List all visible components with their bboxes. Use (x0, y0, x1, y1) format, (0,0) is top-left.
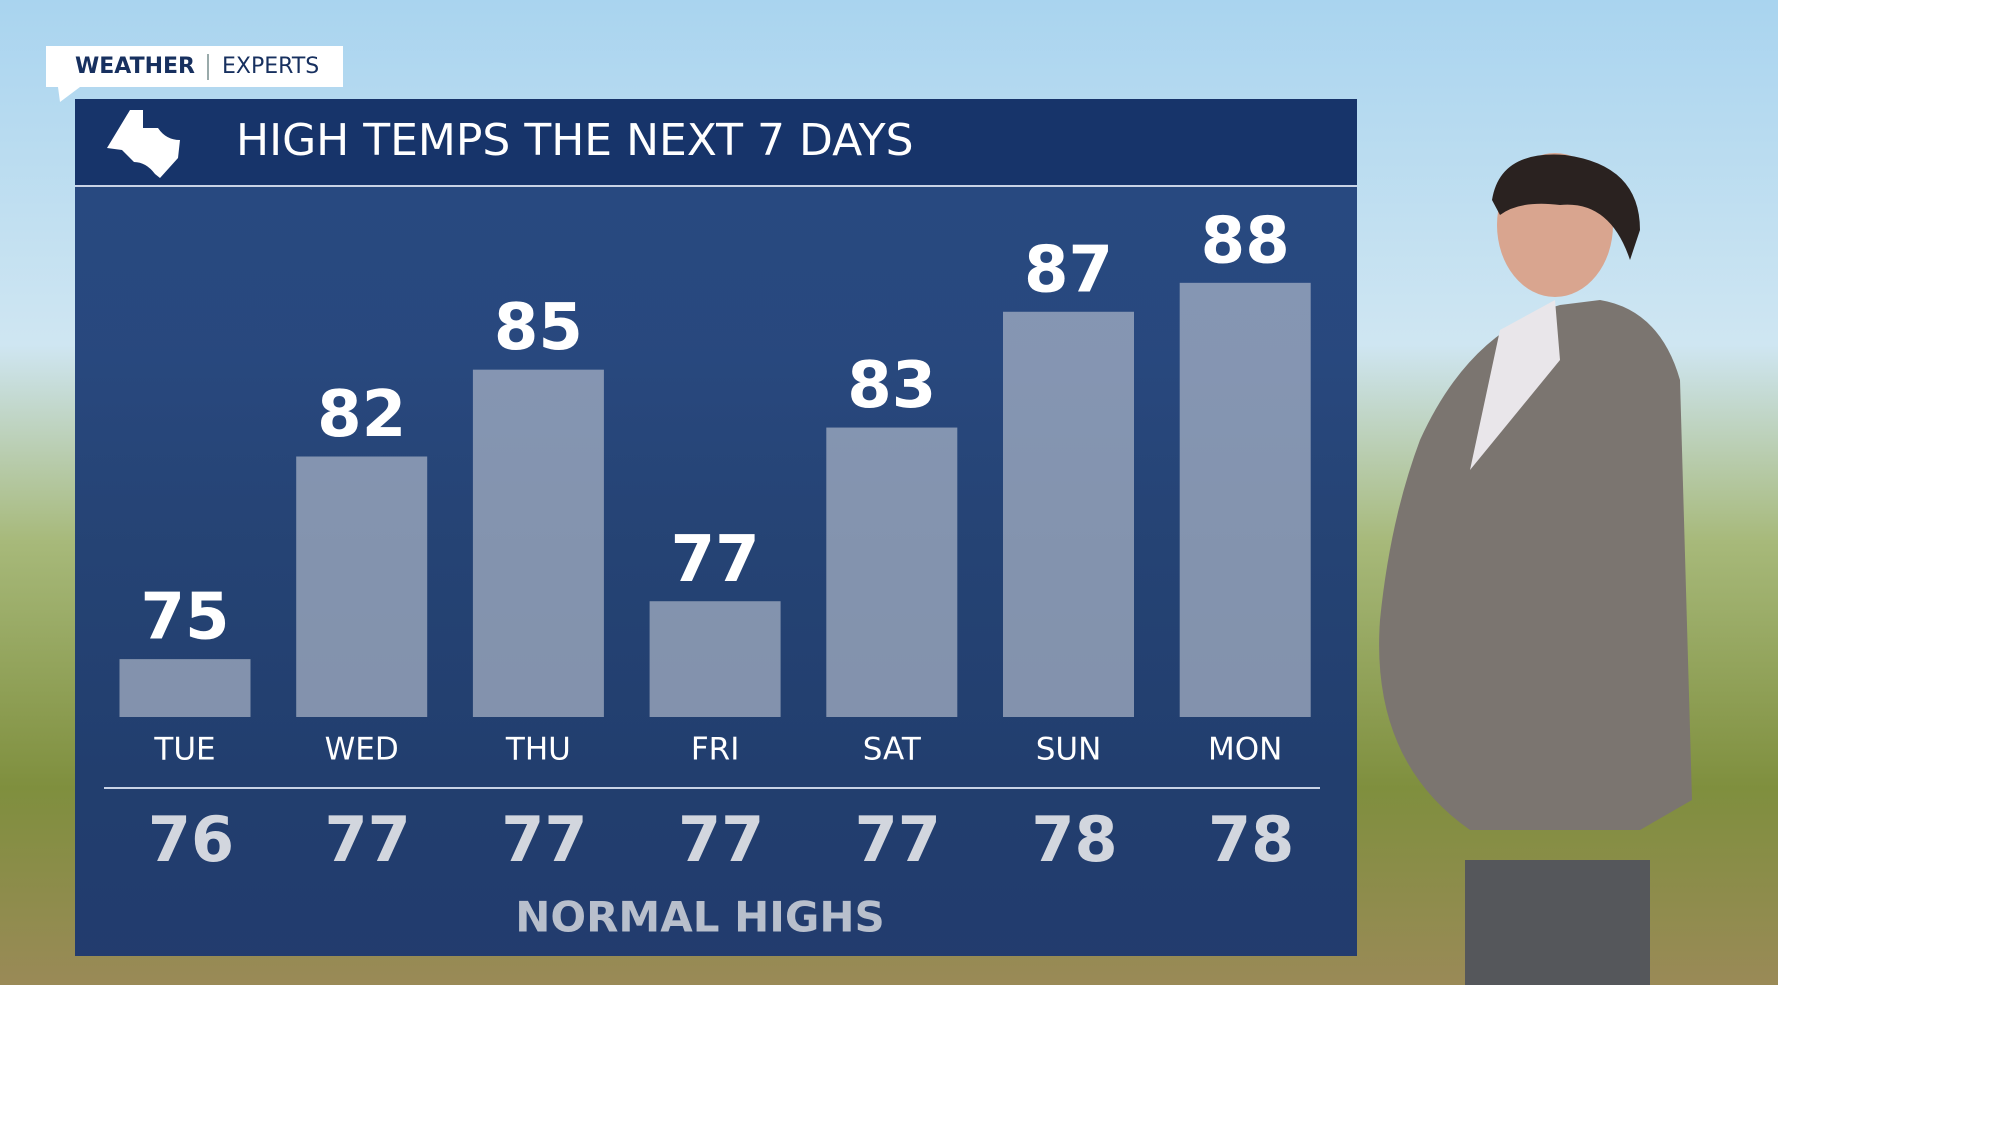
value-label: 88 (1201, 204, 1290, 278)
chart-panel (75, 99, 1357, 956)
texas-icon (107, 110, 180, 178)
x-tick-label: TUE (153, 732, 215, 768)
x-tick-label: SUN (1036, 732, 1102, 768)
brand-logo: WEATHER EXPERTS (46, 46, 343, 102)
brand-name: WEATHER (75, 54, 195, 79)
normal-high: 78 (1031, 803, 1117, 876)
normal-high: 77 (501, 803, 587, 876)
x-tick-label: WED (325, 732, 399, 768)
normal-high: 77 (325, 803, 411, 876)
brand-tagline: EXPERTS (222, 54, 319, 79)
normal-high: 77 (678, 803, 764, 876)
bar (1003, 311, 1134, 717)
bar (1179, 282, 1311, 717)
value-label: 87 (1024, 233, 1113, 307)
bar (649, 601, 781, 717)
value-label: 83 (847, 349, 936, 423)
normal-high: 77 (855, 803, 941, 876)
value-label: 82 (317, 378, 406, 452)
bar (472, 369, 604, 717)
value-label: 85 (494, 291, 583, 365)
x-tick-label: FRI (691, 732, 740, 768)
value-label: 77 (671, 523, 760, 597)
x-tick-label: MON (1208, 732, 1282, 768)
x-tick-label: THU (505, 732, 571, 768)
normal-high: 78 (1208, 803, 1294, 876)
presenter (1379, 153, 1692, 985)
normal-high: 76 (148, 803, 234, 876)
chart-header (75, 99, 1357, 186)
bar (119, 659, 251, 717)
value-label: 75 (140, 581, 229, 655)
chart-title: HIGH TEMPS THE NEXT 7 DAYS (236, 115, 914, 166)
x-tick-label: SAT (863, 732, 922, 768)
normals-label: NORMAL HIGHS (515, 893, 885, 942)
bar (296, 456, 428, 717)
bar (826, 427, 958, 717)
